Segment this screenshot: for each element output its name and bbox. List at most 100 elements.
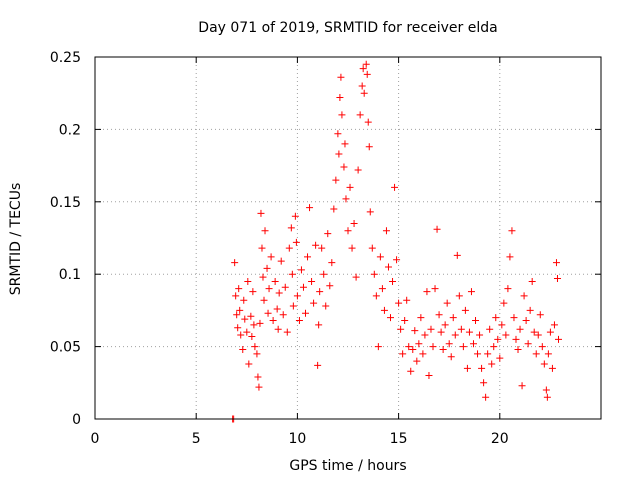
data-point (292, 238, 300, 246)
data-point (411, 327, 419, 335)
data-point (350, 220, 358, 228)
x-tick-label: 5 (192, 431, 201, 447)
data-point (419, 350, 427, 358)
data-point (231, 259, 239, 267)
data-point (366, 208, 374, 216)
data-point (362, 60, 370, 68)
data-point (258, 244, 266, 252)
data-point (251, 343, 259, 351)
data-point (528, 277, 536, 285)
data-point (235, 285, 243, 293)
data-point (496, 354, 504, 362)
data-point (334, 130, 342, 138)
data-point (514, 345, 522, 353)
data-point (348, 244, 356, 252)
data-point (443, 299, 451, 307)
data-point (365, 143, 373, 151)
data-point (363, 70, 371, 78)
data-point (308, 277, 316, 285)
data-point (293, 292, 301, 300)
data-point (439, 345, 447, 353)
data-points (229, 60, 562, 423)
data-point (387, 314, 395, 322)
data-point (359, 65, 367, 73)
data-point (315, 321, 323, 329)
data-point (354, 166, 362, 174)
data-point (453, 251, 461, 259)
chart-title: Day 071 of 2019, SRMTID for receiver eld… (198, 20, 497, 36)
data-point (269, 317, 277, 325)
data-point (291, 212, 299, 220)
data-point (380, 306, 388, 314)
data-point (360, 89, 368, 97)
data-point (257, 209, 265, 217)
data-point (382, 227, 390, 235)
data-point (407, 367, 415, 375)
y-tick-label: 0.05 (50, 340, 81, 356)
data-point (358, 82, 366, 90)
data-point (288, 270, 296, 278)
data-point (445, 340, 453, 348)
data-point (316, 288, 324, 296)
data-point (352, 273, 360, 281)
data-point (423, 288, 431, 296)
data-point (283, 328, 291, 336)
data-point (405, 343, 413, 351)
data-point (370, 270, 378, 278)
x-axis-label: GPS time / hours (289, 458, 406, 474)
data-point (492, 314, 500, 322)
data-point (237, 331, 245, 339)
data-point (372, 292, 380, 300)
data-point (543, 393, 551, 401)
data-point (273, 305, 281, 313)
data-point (330, 205, 338, 213)
data-point (356, 111, 364, 119)
data-point (544, 350, 552, 358)
data-point (467, 288, 475, 296)
data-point (299, 283, 307, 291)
data-point (546, 328, 554, 336)
data-point (277, 257, 285, 265)
data-point (451, 331, 459, 339)
data-point (274, 325, 282, 333)
data-point (265, 285, 273, 293)
y-tick-label: 0.15 (50, 195, 81, 211)
data-point (263, 264, 271, 272)
data-point (336, 94, 344, 102)
data-point (271, 277, 279, 285)
data-point (393, 256, 401, 264)
data-point (518, 382, 526, 390)
data-point (437, 328, 445, 336)
data-point (301, 309, 309, 317)
data-point (236, 306, 244, 314)
data-point (552, 259, 560, 267)
data-point (540, 360, 548, 368)
data-point (427, 325, 435, 333)
data-point (264, 309, 272, 317)
data-point (500, 299, 508, 307)
data-point (399, 350, 407, 358)
data-point (326, 282, 334, 290)
data-point (538, 343, 546, 351)
data-point (472, 317, 480, 325)
data-point (480, 379, 488, 387)
data-point (335, 150, 343, 158)
data-point (524, 340, 532, 348)
x-tick-label: 15 (390, 431, 408, 447)
data-point (403, 296, 411, 304)
x-tick-label: 20 (491, 431, 509, 447)
data-point (244, 277, 252, 285)
data-point (255, 383, 263, 391)
data-point (490, 343, 498, 351)
data-point (506, 253, 514, 261)
gridlines (95, 57, 601, 419)
data-point (341, 140, 349, 148)
data-point (324, 230, 332, 238)
data-point (340, 163, 348, 171)
data-point (297, 266, 305, 274)
data-point (260, 296, 268, 304)
data-point (338, 111, 346, 119)
data-point (261, 227, 269, 235)
data-point (548, 364, 556, 372)
data-point (256, 319, 264, 327)
